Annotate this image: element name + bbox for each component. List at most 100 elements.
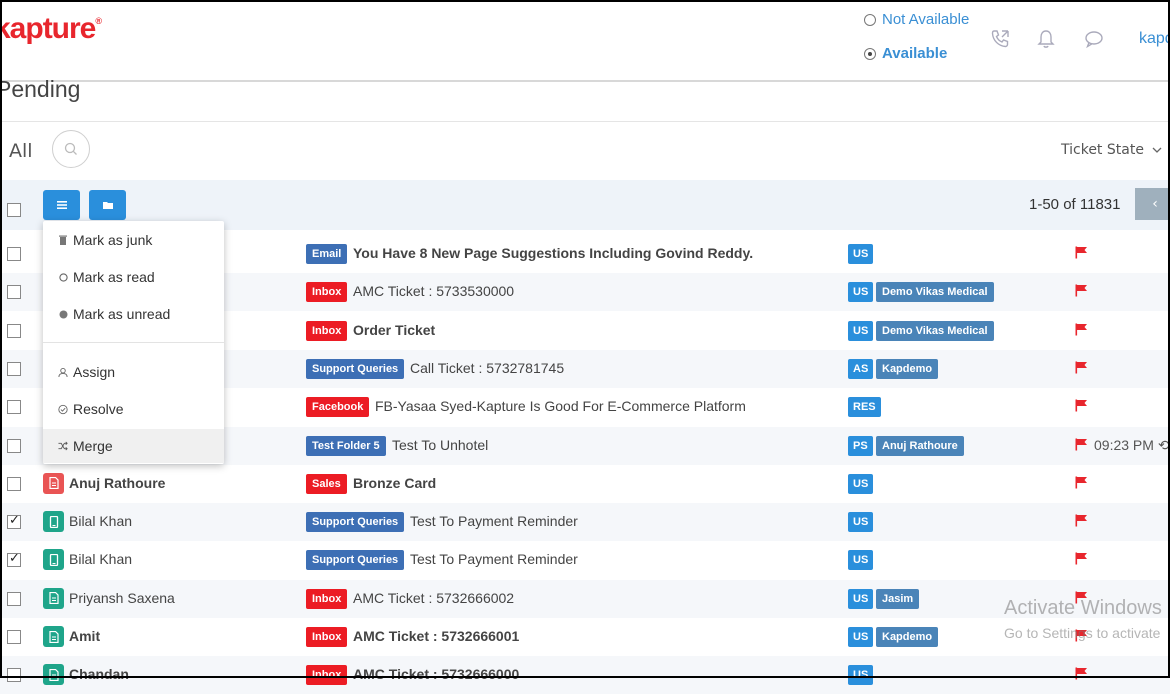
ticket-row[interactable]: Priyansh Saxena Inbox AMC Ticket : 5732666… [0, 579, 1170, 618]
row-checkbox[interactable] [7, 630, 21, 644]
flag-icon[interactable] [1075, 667, 1088, 685]
logo[interactable]: kapture® [0, 12, 102, 45]
flag-icon[interactable] [1075, 476, 1088, 494]
queue-badge: Facebook [306, 397, 370, 418]
bulk-actions-menu: Mark as junk Mark as read Mark as unread… [43, 221, 224, 464]
row-checkbox[interactable] [7, 591, 21, 606]
status-badge: PS [848, 435, 873, 456]
row-checkbox[interactable] [7, 247, 21, 261]
chat-icon[interactable] [1083, 28, 1105, 50]
history-icon: ⟲ [1157, 436, 1170, 453]
queue-badge: Inbox [306, 665, 348, 686]
document-icon [43, 472, 64, 494]
row-checkbox[interactable] [7, 323, 21, 338]
ticket-subject[interactable]: Call Ticket : 5732781745 [410, 359, 565, 376]
radio-available[interactable] [864, 47, 876, 60]
all-filter[interactable]: All [9, 140, 33, 162]
flag-icon[interactable] [1075, 552, 1088, 570]
ticket-subject[interactable]: Test To Unhotel [392, 436, 489, 453]
menu-item-mark-unread[interactable]: Mark as unread [43, 297, 224, 331]
contact-name[interactable]: Bilal Khan [69, 551, 133, 568]
contact-name[interactable]: Amit [69, 628, 101, 644]
flag-icon[interactable] [1075, 399, 1088, 417]
row-checkbox[interactable] [7, 668, 21, 683]
ticket-subject[interactable]: You Have 8 New Page Suggestions Includin… [353, 245, 754, 261]
ticket-subject[interactable]: AMC Ticket : 5732666002 [353, 589, 515, 606]
contact-name[interactable]: Bilal Khan [69, 513, 133, 530]
prev-page-button[interactable]: ‹ [1135, 188, 1170, 220]
ticket-row[interactable]: Anuj Rathoure Sales Bronze Card US [0, 465, 1170, 503]
phone-icon [43, 511, 64, 533]
row-checkbox[interactable] [7, 476, 21, 491]
row-checkbox[interactable] [7, 400, 21, 415]
chevron-left-icon: ‹ [1152, 196, 1158, 212]
ticket-state-dropdown[interactable]: Ticket State [1061, 142, 1162, 158]
ticket-subject[interactable]: AMC Ticket : 5732666000 [353, 666, 520, 683]
flag-icon[interactable] [1075, 629, 1088, 647]
flag-icon[interactable] [1075, 514, 1088, 532]
phone-call-icon[interactable] [989, 28, 1011, 50]
check-circle-icon [58, 404, 68, 415]
status-badge: US [848, 282, 874, 303]
select-all-checkbox[interactable] [7, 203, 21, 217]
contact-name[interactable]: Chandan [69, 666, 129, 683]
menu-item-mark-read[interactable]: Mark as read [43, 260, 224, 294]
top-bar: kapture® Not Available Available kapd [0, 0, 1170, 82]
contact-name[interactable]: Priyansh Saxena [69, 589, 175, 606]
chevron-down-icon [1152, 147, 1162, 153]
search-button[interactable] [52, 130, 90, 168]
menu-item-assign[interactable]: Assign [43, 355, 224, 389]
flag-icon[interactable] [1075, 361, 1088, 379]
menu-item-resolve[interactable]: Resolve [43, 392, 224, 426]
status-available[interactable]: Available [864, 45, 947, 62]
ticket-row[interactable]: Facebook FB-Yasaa Syed-Kapture Is Good Fo… [0, 388, 1170, 426]
flag-icon[interactable] [1075, 246, 1088, 264]
ticket-subject[interactable]: AMC Ticket : 5733530000 [353, 283, 515, 300]
queue-badge: Test Folder 5 [306, 435, 386, 456]
row-checkbox[interactable] [7, 438, 21, 453]
user-menu[interactable]: kapd [1139, 30, 1170, 47]
row-checkbox[interactable] [7, 512, 21, 530]
flag-icon[interactable] [1075, 591, 1088, 609]
shuffle-icon [58, 441, 68, 451]
status-not-available[interactable]: Not Available [864, 11, 969, 28]
ticket-subject[interactable]: Test To Payment Reminder [410, 513, 578, 530]
ticket-subject[interactable]: FB-Yasaa Syed-Kapture Is Good For E-Comm… [375, 398, 746, 415]
ticket-row[interactable]: Bilal Khan Support Queries Test To Payment… [0, 503, 1170, 542]
flag-icon[interactable] [1075, 438, 1088, 456]
assignee-badge: Jasim [876, 588, 920, 609]
queue-badge: Inbox [306, 320, 348, 341]
ticket-row[interactable]: Amit Inbox AMC Ticket : 5732666001 US Kapdem… [0, 618, 1170, 656]
flag-icon[interactable] [1075, 323, 1088, 341]
move-folder-button[interactable] [89, 190, 126, 220]
row-checkbox[interactable] [7, 361, 21, 376]
queue-badge: Email [306, 244, 348, 264]
status-badge: US [848, 320, 874, 341]
menu-item-mark-junk[interactable]: Mark as junk [43, 223, 224, 257]
ticket-row[interactable]: Bilal Khan Support Queries Test To Payment… [0, 541, 1170, 579]
radio-not-available[interactable] [864, 13, 876, 26]
ticket-time: 09:23 PM ⟲ [1094, 436, 1170, 453]
menu-item-merge[interactable]: Merge [43, 429, 224, 463]
queue-badge: Support Queries [306, 512, 405, 533]
menu-icon [56, 201, 67, 209]
document-icon [43, 626, 64, 647]
bell-icon[interactable] [1035, 28, 1057, 50]
row-checkbox[interactable] [7, 550, 21, 568]
bulk-actions-button[interactable] [43, 190, 80, 220]
ticket-row[interactable]: Chandan Inbox AMC Ticket : 5732666000 US [0, 656, 1170, 694]
activation-watermark-title: Activate Windows [1004, 597, 1162, 619]
ticket-subject[interactable]: Bronze Card [353, 474, 437, 491]
assignee-badge: Anuj Rathoure [876, 435, 964, 456]
flag-icon[interactable] [1075, 284, 1088, 302]
contact-name[interactable]: Anuj Rathoure [69, 474, 166, 491]
ticket-subject[interactable]: AMC Ticket : 5732666001 [353, 628, 520, 644]
row-checkbox[interactable] [7, 285, 21, 300]
document-icon [43, 664, 64, 686]
ticket-subject[interactable]: Test To Payment Reminder [410, 551, 578, 568]
ticket-subject[interactable]: Order Ticket [353, 321, 436, 338]
assignee-badge: Demo Vikas Medical [876, 320, 994, 341]
ticket-row[interactable]: Inbox Order Ticket US Demo Vikas Medical [0, 312, 1170, 350]
circle-filled-icon [58, 310, 68, 319]
filter-bar: All Ticket State [0, 121, 1170, 181]
